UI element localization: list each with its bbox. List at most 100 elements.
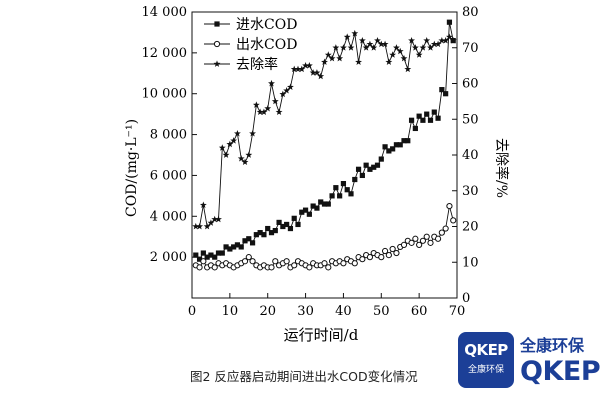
series-0-point-37 [333, 185, 339, 191]
figure-caption-text: 图2 反应器启动期间进出水COD变化情况 [190, 369, 418, 384]
series-0-point-56 [405, 138, 411, 144]
series-0-point-64 [435, 115, 441, 121]
series-0-point-39 [340, 181, 347, 187]
series-0-point-66 [443, 91, 449, 97]
series-1-point-68 [450, 217, 457, 224]
series-0 [193, 19, 456, 262]
series-0-point-10 [231, 244, 237, 250]
series-0-point-33 [318, 199, 324, 205]
series-0-point-26 [291, 215, 297, 221]
series-1-point-66 [442, 225, 449, 232]
series-1-point-14 [245, 254, 252, 261]
x-tick-label-50: 50 [373, 304, 390, 319]
series-2-point-67 [446, 33, 453, 40]
series-2-point-18 [260, 108, 268, 116]
series-0-point-30 [306, 211, 312, 217]
series-2-point-40 [343, 33, 351, 40]
series-2-point-56 [404, 65, 412, 73]
series-2-point-31 [309, 69, 317, 76]
cod-chart: 0 10 20 30 40 50 60 70 2 000 4 000 6 000 8 000 10 00… [124, 5, 510, 344]
series-2-point-24 [283, 87, 291, 94]
series-1-point-26 [291, 262, 298, 269]
series-2-point-0 [192, 222, 200, 230]
series-0-point-7 [219, 250, 225, 256]
series-1-point-30 [306, 264, 313, 271]
series-2-point-54 [396, 47, 404, 55]
series-2-point-8 [222, 151, 230, 158]
series-1-point-49 [378, 254, 385, 261]
series-0-point-47 [371, 164, 377, 170]
series-0-point-62 [427, 117, 434, 123]
series-0-point-11 [234, 242, 241, 248]
series-2-point-48 [374, 37, 381, 44]
series-2-point-65 [438, 37, 446, 44]
series-2-point-41 [347, 44, 355, 51]
series-2-point-50 [381, 40, 389, 48]
series-0-point-6 [215, 250, 222, 256]
x-tick-label-10: 10 [222, 304, 239, 319]
series-0-point-3 [204, 254, 210, 260]
series-2-point-29 [302, 62, 309, 69]
series-0-point-38 [337, 193, 343, 199]
x-tick-label-20: 20 [259, 304, 276, 319]
series-2-point-38 [336, 54, 344, 62]
series-1-point-52 [389, 245, 396, 253]
series-0-point-4 [208, 252, 214, 258]
series-0-point-49 [378, 156, 384, 162]
series-2-point-55 [400, 54, 408, 62]
logo-badge: QKEP 全康环保 [458, 332, 514, 388]
series-1-point-55 [400, 241, 408, 248]
y-right-tick-label-40: 40 [462, 148, 479, 163]
series-2-point-15 [249, 129, 256, 137]
series-2-point-19 [264, 104, 272, 112]
series-0-point-29 [302, 207, 309, 213]
series-1-point-60 [419, 237, 427, 244]
series-1-point-59 [416, 241, 423, 248]
series-2-point-23 [279, 90, 287, 98]
logo-badge-top: QKEP [464, 341, 508, 359]
series-0-point-60 [420, 117, 426, 123]
series-1-point-15 [249, 258, 256, 265]
series-1-point-5 [211, 264, 218, 271]
series-1-point-42 [351, 260, 358, 267]
series-2-point-46 [366, 40, 374, 48]
series-0-point-20 [268, 230, 275, 236]
series-2-point-51 [385, 58, 393, 65]
legend-marker-1 [213, 40, 221, 48]
series-2-point-5 [211, 215, 219, 223]
series-2-point-60 [419, 44, 427, 51]
series-0-point-1 [196, 256, 203, 262]
series-0-point-43 [355, 166, 362, 172]
series-1-point-1 [196, 264, 203, 271]
series-2-point-20 [268, 79, 275, 87]
series-0-point-16 [253, 232, 259, 238]
series-0-point-17 [257, 230, 263, 236]
series-0-point-36 [329, 193, 335, 199]
series-0-point-58 [412, 125, 418, 132]
series-0-point-45 [363, 162, 369, 168]
series-2-point-26 [290, 65, 298, 73]
series-0-point-2 [200, 250, 206, 256]
legend-label-1: 出水COD [236, 37, 297, 53]
series-1-point-20 [268, 264, 275, 271]
series-0-point-21 [272, 227, 278, 234]
series-1-point-50 [381, 247, 389, 255]
y-left-tick-label-12000: 12 000 [142, 46, 188, 61]
series-2-point-52 [389, 51, 397, 58]
series-0-point-32 [314, 205, 320, 211]
y-axis-right-label: 去除率/% [493, 138, 510, 198]
series-0-point-46 [367, 166, 373, 172]
series-2-point-39 [340, 44, 347, 51]
series-2-point-9 [226, 140, 234, 148]
legend-label-2: 去除率 [236, 56, 278, 73]
series-2-point-27 [294, 65, 302, 73]
series-0-point-67 [446, 19, 453, 25]
series-1-point-44 [359, 256, 366, 263]
chart-axes: 0 10 20 30 40 50 60 70 2 000 4 000 6 000 8 000 10 00… [142, 5, 479, 319]
series-2-point-36 [328, 54, 336, 62]
series-1-point-58 [412, 235, 419, 242]
series-0-point-53 [393, 142, 400, 148]
y-right-tick-label-70: 70 [462, 41, 479, 56]
series-1-point-57 [408, 239, 415, 246]
chart-legend: 进水COD 出水COD 去除率 [204, 17, 297, 73]
